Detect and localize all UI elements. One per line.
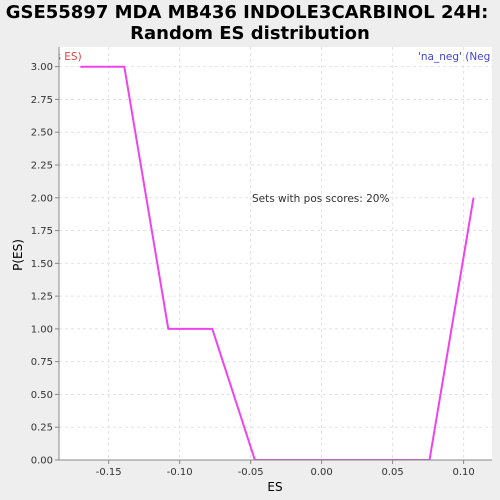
x-tick-label: -0.15: [96, 467, 122, 478]
x-tick-label: -0.10: [167, 467, 193, 478]
x-tick-label: 0.10: [452, 467, 474, 478]
x-tick-label: 0.05: [381, 467, 403, 478]
y-tick-label: 0.00: [31, 456, 53, 467]
x-tick-label: 0.00: [311, 467, 333, 478]
x-axis-label: ES: [267, 480, 282, 494]
y-tick-label: 0.75: [31, 357, 53, 368]
y-tick-label: 0.50: [31, 390, 53, 401]
y-tick-label: 1.25: [31, 292, 53, 303]
plot-area: [59, 47, 492, 460]
chart-title-line-2: Random ES distribution: [130, 23, 370, 44]
neg-es-label: 'na_neg' (Neg ES): [418, 51, 500, 63]
pos-scores-annotation: Sets with pos scores: 20%: [252, 193, 389, 205]
y-tick-label: 1.00: [31, 324, 53, 335]
y-tick-label: 3.00: [31, 62, 53, 73]
x-ticks: -0.15 -0.10 -0.05 0.00 0.05 0.10: [96, 460, 475, 478]
y-tick-label: 1.50: [31, 259, 53, 270]
y-tick-label: 1.75: [31, 226, 53, 237]
y-tick-label: 2.00: [31, 193, 53, 204]
x-tick-label: -0.05: [238, 467, 264, 478]
chart-title-line-1: GSE55897 MDA MB436 INDOLE3CARBINOL 24H:: [6, 2, 489, 23]
y-axis-label: P(ES): [11, 239, 25, 271]
y-ticks: 0.00 0.25 0.50 0.75 1.00 1.25 1.50 1.75 2.00 2.25…: [31, 62, 59, 466]
y-tick-label: 2.50: [31, 128, 53, 139]
y-tick-label: 2.25: [31, 161, 53, 172]
y-tick-label: 0.25: [31, 423, 53, 434]
y-tick-label: 2.75: [31, 95, 53, 106]
